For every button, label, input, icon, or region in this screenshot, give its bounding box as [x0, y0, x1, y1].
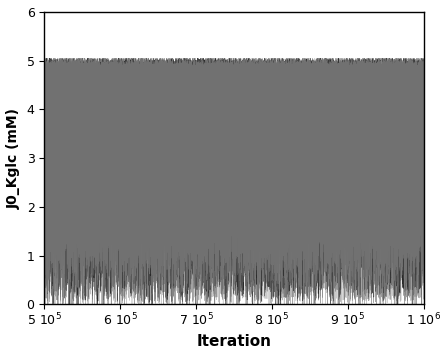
X-axis label: Iteration: Iteration [196, 334, 271, 349]
Y-axis label: J0_Kglc (mM): J0_Kglc (mM) [7, 108, 21, 209]
